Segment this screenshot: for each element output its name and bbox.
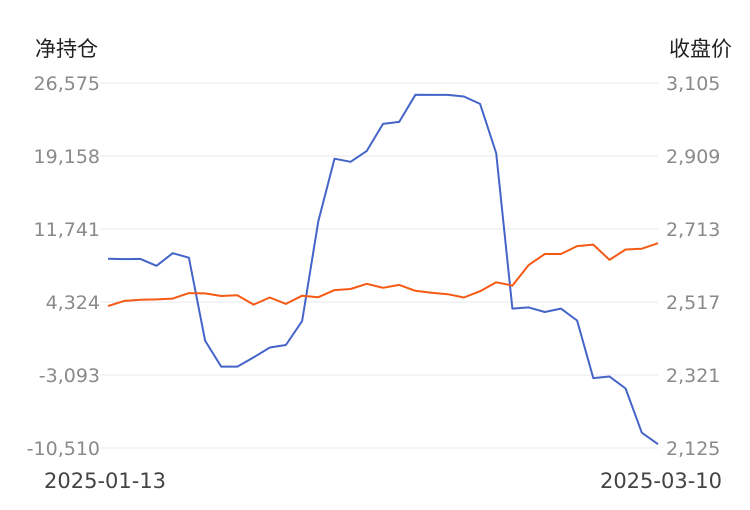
right-tick-label: 2,125 (666, 438, 720, 460)
right-tick-label: 2,713 (666, 219, 720, 241)
left-tick-label: -3,093 (39, 365, 100, 387)
series-line-net-position (107, 93, 659, 446)
x-start-label: 2025-01-13 (44, 469, 166, 493)
right-tick-label: 3,105 (666, 73, 720, 95)
right-tick-label: 2,517 (666, 292, 720, 314)
left-tick-label: -10,510 (27, 438, 100, 460)
left-tick-label: 19,158 (34, 146, 100, 168)
series-line-close-price (107, 242, 659, 308)
right-tick-label: 2,321 (666, 365, 720, 387)
left-tick-label: 11,741 (34, 219, 100, 241)
right-tick-label: 2,909 (666, 146, 720, 168)
x-end-label: 2025-03-10 (600, 469, 722, 493)
left-tick-label: 26,575 (34, 73, 100, 95)
left-axis-title: 净持仓 (35, 37, 98, 61)
left-tick-label: 4,324 (46, 292, 100, 314)
right-axis-title: 收盘价 (669, 37, 732, 61)
